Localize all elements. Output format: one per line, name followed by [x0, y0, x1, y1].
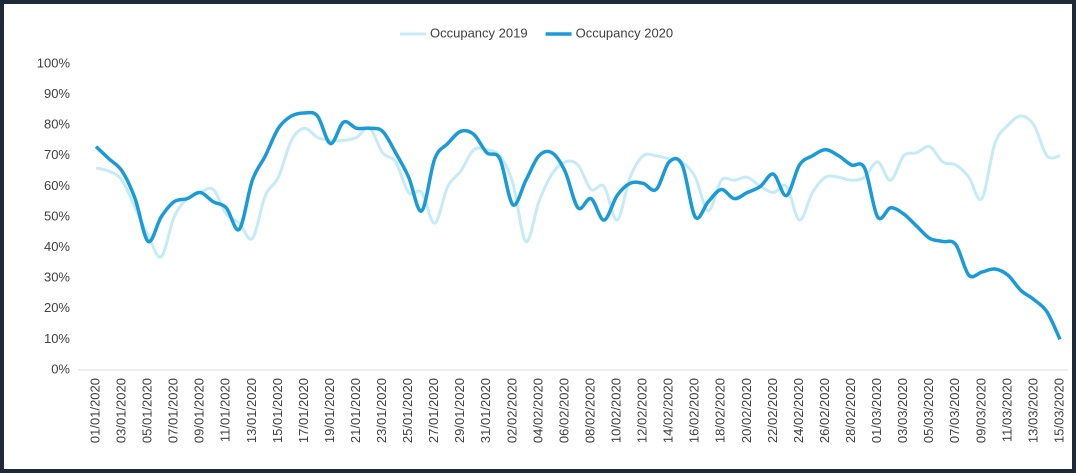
x-tick-label: 09/01/2020: [192, 378, 207, 443]
series-line: [95, 114, 1061, 259]
x-tick-label: 21/01/2020: [348, 378, 363, 443]
x-tick-label: 03/03/2020: [895, 378, 910, 443]
y-tick-label: 10%: [44, 331, 70, 346]
x-tick-label: 28/02/2020: [843, 378, 858, 443]
x-tick-label: 29/01/2020: [452, 378, 467, 443]
x-tick-label: 05/03/2020: [921, 378, 936, 443]
x-tick-label: 07/03/2020: [947, 378, 962, 443]
x-tick-label: 03/01/2020: [113, 378, 128, 443]
y-tick-label: 0%: [51, 361, 70, 376]
x-tick-label: 15/03/2020: [1051, 378, 1066, 443]
x-tick-label: 11/01/2020: [218, 378, 233, 442]
x-tick-label: 23/01/2020: [374, 378, 389, 443]
x-tick-label: 13/01/2020: [244, 378, 259, 443]
x-tick-label: 27/01/2020: [426, 378, 441, 443]
x-tick-label: 05/01/2020: [140, 378, 155, 443]
x-tick-label: 17/01/2020: [296, 378, 311, 443]
y-tick-label: 40%: [44, 239, 70, 254]
y-tick-label: 60%: [44, 178, 70, 193]
x-tick-label: 01/01/2020: [87, 378, 102, 443]
x-tick-label: 22/02/2020: [765, 378, 780, 443]
x-tick-label: 16/02/2020: [687, 378, 702, 443]
x-tick-label: 18/02/2020: [713, 378, 728, 443]
y-tick-label: 70%: [44, 147, 70, 162]
x-tick-label: 24/02/2020: [791, 378, 806, 443]
x-tick-label: 11/03/2020: [999, 378, 1014, 442]
legend-label: Occupancy 2019: [430, 25, 528, 40]
chart-area: [4, 4, 1072, 469]
x-tick-label: 25/01/2020: [400, 378, 415, 443]
x-tick-label: 08/02/2020: [582, 378, 597, 443]
y-tick-label: 50%: [44, 208, 70, 223]
x-tick-label: 20/02/2020: [739, 378, 754, 443]
x-tick-label: 10/02/2020: [609, 378, 624, 443]
y-tick-label: 30%: [44, 270, 70, 285]
x-tick-label: 13/03/2020: [1025, 378, 1040, 443]
x-tick-label: 31/01/2020: [478, 378, 493, 443]
y-tick-label: 20%: [44, 300, 70, 315]
x-tick-label: 19/01/2020: [322, 378, 337, 443]
x-tick-label: 14/02/2020: [661, 378, 676, 443]
y-tick-label: 90%: [44, 86, 70, 101]
x-tick-label: 04/02/2020: [530, 378, 545, 443]
series-line: [94, 110, 1062, 341]
x-tick-label: 01/03/2020: [869, 378, 884, 443]
legend-label: Occupancy 2020: [576, 25, 674, 40]
x-tick-label: 09/03/2020: [973, 378, 988, 443]
x-tick-label: 06/02/2020: [556, 378, 571, 443]
x-tick-label: 07/01/2020: [166, 378, 181, 443]
x-tick-label: 26/02/2020: [817, 378, 832, 443]
x-tick-label: 12/02/2020: [635, 378, 650, 443]
y-tick-label: 80%: [44, 117, 70, 132]
x-tick-label: 15/01/2020: [270, 378, 285, 443]
y-tick-label: 100%: [37, 55, 71, 70]
x-tick-label: 02/02/2020: [504, 378, 519, 443]
